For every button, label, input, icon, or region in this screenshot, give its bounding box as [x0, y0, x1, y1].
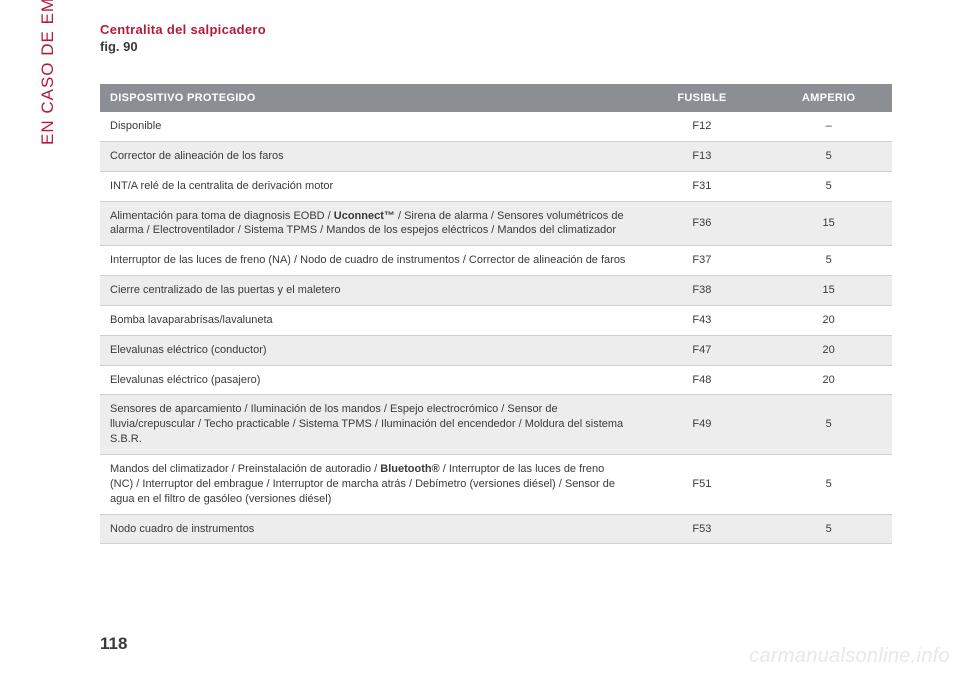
- cell-fuse: F38: [639, 276, 766, 306]
- table-row: Bomba lavaparabrisas/lavalunetaF4320: [100, 305, 892, 335]
- table-header-row: DISPOSITIVO PROTEGIDO FUSIBLE AMPERIO: [100, 84, 892, 112]
- table-row: Alimentación para toma de diagnosis EOBD…: [100, 201, 892, 246]
- section-heading: Centralita del salpicadero: [100, 22, 892, 37]
- cell-amp: 5: [765, 454, 892, 514]
- cell-fuse: F36: [639, 201, 766, 246]
- cell-amp: 5: [765, 395, 892, 455]
- table-row: Elevalunas eléctrico (pasajero)F4820: [100, 365, 892, 395]
- cell-amp: –: [765, 112, 892, 141]
- cell-device: Elevalunas eléctrico (conductor): [100, 335, 639, 365]
- cell-fuse: F48: [639, 365, 766, 395]
- sidebar-section-label: EN CASO DE EMERGENCIA: [38, 0, 58, 145]
- table-row: Mandos del climatizador / Preinstalación…: [100, 454, 892, 514]
- cell-fuse: F47: [639, 335, 766, 365]
- cell-fuse: F12: [639, 112, 766, 141]
- cell-fuse: F43: [639, 305, 766, 335]
- col-header-amp: AMPERIO: [765, 84, 892, 112]
- table-row: Sensores de aparcamiento / Iluminación d…: [100, 395, 892, 455]
- cell-fuse: F49: [639, 395, 766, 455]
- cell-amp: 20: [765, 335, 892, 365]
- table-row: Interruptor de las luces de freno (NA) /…: [100, 246, 892, 276]
- cell-amp: 5: [765, 171, 892, 201]
- cell-device: Mandos del climatizador / Preinstalación…: [100, 454, 639, 514]
- cell-device: INT/A relé de la centralita de derivació…: [100, 171, 639, 201]
- cell-amp: 15: [765, 276, 892, 306]
- cell-amp: 5: [765, 141, 892, 171]
- cell-fuse: F37: [639, 246, 766, 276]
- figure-label: fig. 90: [100, 39, 892, 54]
- watermark: carmanualsonline.info: [749, 645, 950, 668]
- table-row: Elevalunas eléctrico (conductor)F4720: [100, 335, 892, 365]
- table-row: INT/A relé de la centralita de derivació…: [100, 171, 892, 201]
- cell-device: Disponible: [100, 112, 639, 141]
- col-header-device: DISPOSITIVO PROTEGIDO: [100, 84, 639, 112]
- cell-fuse: F31: [639, 171, 766, 201]
- cell-fuse: F13: [639, 141, 766, 171]
- cell-device: Cierre centralizado de las puertas y el …: [100, 276, 639, 306]
- cell-fuse: F53: [639, 514, 766, 544]
- page-content: Centralita del salpicadero fig. 90 DISPO…: [100, 22, 892, 544]
- cell-device: Nodo cuadro de instrumentos: [100, 514, 639, 544]
- cell-device: Elevalunas eléctrico (pasajero): [100, 365, 639, 395]
- table-row: DisponibleF12–: [100, 112, 892, 141]
- cell-amp: 15: [765, 201, 892, 246]
- col-header-fuse: FUSIBLE: [639, 84, 766, 112]
- cell-fuse: F51: [639, 454, 766, 514]
- cell-amp: 20: [765, 365, 892, 395]
- cell-amp: 5: [765, 246, 892, 276]
- cell-device: Sensores de aparcamiento / Iluminación d…: [100, 395, 639, 455]
- cell-device: Alimentación para toma de diagnosis EOBD…: [100, 201, 639, 246]
- cell-device: Corrector de alineación de los faros: [100, 141, 639, 171]
- page-number: 118: [100, 634, 127, 654]
- fuse-table: DISPOSITIVO PROTEGIDO FUSIBLE AMPERIO Di…: [100, 84, 892, 544]
- table-row: Nodo cuadro de instrumentosF535: [100, 514, 892, 544]
- cell-amp: 20: [765, 305, 892, 335]
- cell-device: Bomba lavaparabrisas/lavaluneta: [100, 305, 639, 335]
- cell-amp: 5: [765, 514, 892, 544]
- cell-device: Interruptor de las luces de freno (NA) /…: [100, 246, 639, 276]
- table-row: Corrector de alineación de los farosF135: [100, 141, 892, 171]
- table-row: Cierre centralizado de las puertas y el …: [100, 276, 892, 306]
